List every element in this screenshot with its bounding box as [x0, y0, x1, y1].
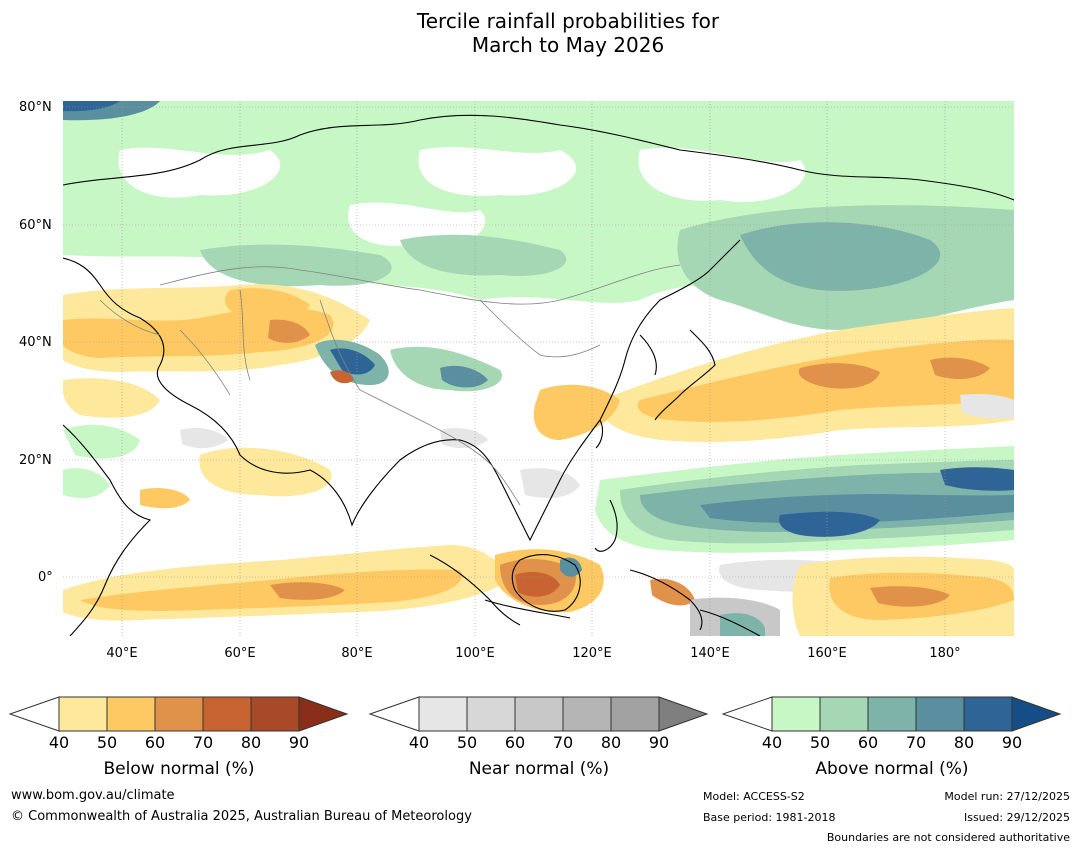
- colorbar-near-extend: [658, 696, 709, 732]
- colorbar-above-swatch: [771, 696, 821, 732]
- colorbar-tick: 80: [953, 733, 975, 752]
- colorbar-tick: 60: [504, 733, 526, 752]
- lat-label: 20°N: [19, 453, 52, 468]
- lat-label: 0°: [38, 570, 53, 585]
- model-run: Model run: 27/12/2025: [944, 790, 1070, 803]
- colorbar-tick: 50: [96, 733, 118, 752]
- colorbar-tick: 80: [600, 733, 622, 752]
- colorbar-below: [8, 696, 349, 732]
- colorbar-above-swatch: [819, 696, 869, 732]
- colorbar-tick: 70: [552, 733, 574, 752]
- colorbar-below-swatch: [202, 696, 252, 732]
- colorbar-above-swatch: [915, 696, 965, 732]
- colorbar-near-swatch: [466, 696, 516, 732]
- lon-label: 180°: [929, 646, 961, 661]
- colorbar-tick: 70: [905, 733, 927, 752]
- colorbar-below-swatch: [58, 696, 108, 732]
- colorbar-above: [721, 696, 1062, 732]
- colorbar-tick: 90: [648, 733, 670, 752]
- colorbar-near: [368, 696, 709, 732]
- title-line-1: Tercile rainfall probabilities for: [416, 9, 720, 33]
- issued-date: Issued: 29/12/2025: [963, 811, 1070, 824]
- colorbar-tick: 90: [1001, 733, 1023, 752]
- colorbar-near-swatch: [610, 696, 660, 732]
- lon-label: 120°E: [572, 646, 612, 661]
- lon-label: 40°E: [106, 646, 138, 661]
- title-line-2: March to May 2026: [471, 33, 665, 57]
- lat-label: 40°N: [19, 335, 52, 350]
- map-title: Tercile rainfall probabilities for March…: [0, 9, 1081, 57]
- colorbar-below-label: Below normal (%): [103, 759, 255, 779]
- lon-label: 160°E: [807, 646, 847, 661]
- lat-label: 60°N: [19, 218, 52, 233]
- lat-label: 80°N: [19, 100, 52, 115]
- colorbar-near-swatch: [418, 696, 468, 732]
- colorbar-tick: 80: [240, 733, 262, 752]
- country-borders: [99, 264, 681, 506]
- colorbar-below-swatch: [106, 696, 156, 732]
- boundaries-disclaimer: Boundaries are not considered authoritat…: [826, 831, 1070, 844]
- lon-label: 60°E: [224, 646, 256, 661]
- colorbar-near-label: Near normal (%): [468, 759, 610, 779]
- colorbar-below-extend: [298, 696, 349, 732]
- colorbar-above-swatch: [867, 696, 917, 732]
- coastlines: [63, 114, 1014, 636]
- colorbar-tick: 40: [408, 733, 430, 752]
- colorbar-tick: 90: [288, 733, 310, 752]
- colorbar-near-swatch: [514, 696, 564, 732]
- colorbar-tick: 70: [192, 733, 214, 752]
- colorbar-tick: 50: [809, 733, 831, 752]
- colorbar-tick: 40: [761, 733, 783, 752]
- base-period: Base period: 1981-2018: [703, 811, 836, 824]
- probability-field: [63, 101, 1014, 636]
- colorbar-tick: 40: [48, 733, 70, 752]
- colorbar-tick: 60: [144, 733, 166, 752]
- colorbar-below-swatch: [154, 696, 204, 732]
- colorbar-tick: 60: [857, 733, 879, 752]
- colorbar-tick: 50: [456, 733, 478, 752]
- lon-label: 100°E: [455, 646, 495, 661]
- model-name: Model: ACCESS-S2: [703, 790, 805, 803]
- copyright-text: © Commonwealth of Australia 2025, Austra…: [11, 809, 472, 824]
- colorbar-below-swatch: [250, 696, 300, 732]
- colorbar-above-extend: [1011, 696, 1062, 732]
- website-link[interactable]: www.bom.gov.au/climate: [11, 788, 175, 803]
- lon-label: 80°E: [341, 646, 373, 661]
- colorbar-above-label: Above normal (%): [815, 759, 969, 779]
- graticule: [63, 101, 1014, 636]
- colorbar-near-swatch: [562, 696, 612, 732]
- lon-label: 140°E: [690, 646, 730, 661]
- colorbar-above-swatch: [963, 696, 1013, 732]
